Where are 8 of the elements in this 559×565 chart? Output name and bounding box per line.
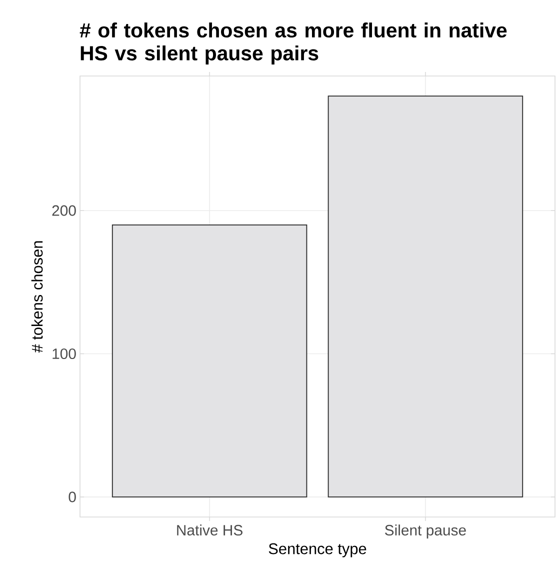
y-axis-title: # tokens chosen bbox=[31, 241, 43, 353]
y-tick-label: 200 bbox=[52, 205, 76, 216]
chart-title: # of tokens chosen as more fluent in native HS vs silent pause pairs bbox=[80, 22, 507, 64]
y-tick-label: 100 bbox=[52, 348, 76, 360]
y-tick-label: 0 bbox=[68, 492, 76, 502]
x-axis-title: Sentence type bbox=[268, 543, 366, 558]
x-tick-label: Native HS bbox=[177, 524, 242, 536]
x-tick-label: Silent pause bbox=[385, 524, 466, 538]
